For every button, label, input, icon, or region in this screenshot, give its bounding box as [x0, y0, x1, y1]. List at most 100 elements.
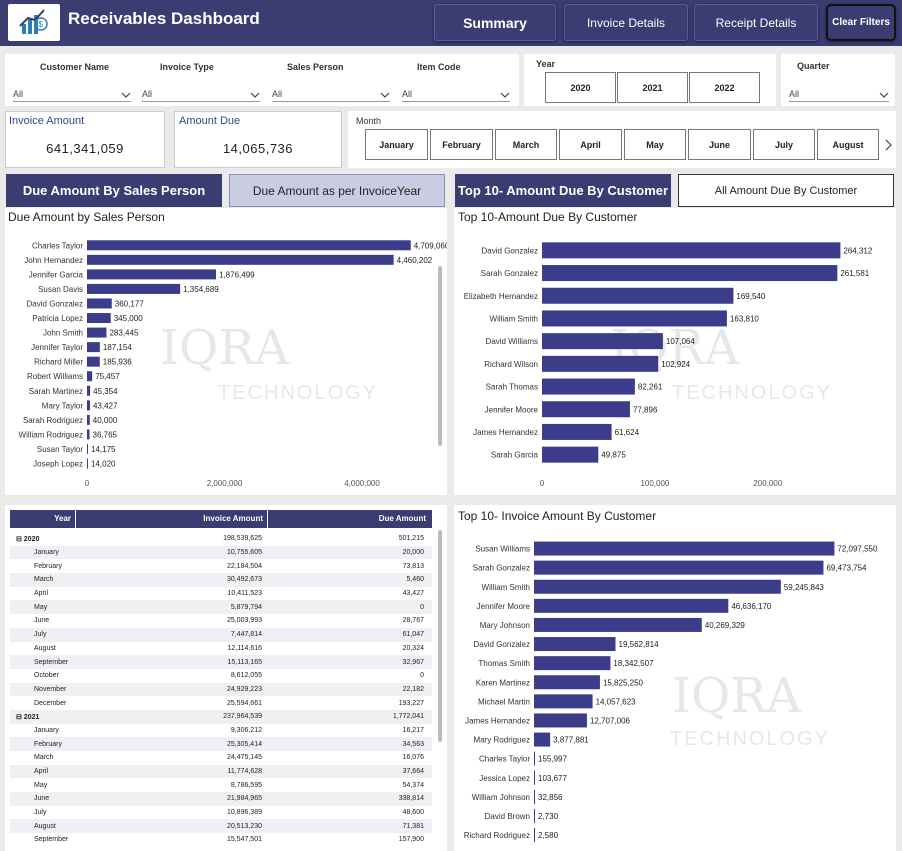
data-label: 12,707,006	[590, 716, 631, 725]
row-label: April	[34, 768, 49, 776]
month-may-button[interactable]: May	[624, 129, 686, 160]
quarter-slicer-panel	[781, 54, 895, 106]
table-row[interactable]: June 21,984,965 338,814	[10, 792, 432, 806]
category-label: Susan Davis	[38, 285, 83, 294]
bar	[534, 808, 535, 823]
month-june-button[interactable]: June	[688, 129, 751, 160]
category-label: James Hernandez	[473, 428, 538, 437]
col-year[interactable]: Year	[10, 510, 76, 528]
year-2022-button[interactable]: 2022	[689, 72, 760, 103]
table-row[interactable]: October 8,612,055 0	[10, 669, 432, 683]
category-label: William Rodriguez	[19, 430, 83, 439]
table-row[interactable]: December 25,594,661 193,227	[10, 696, 432, 710]
data-label: 261,581	[840, 269, 869, 278]
data-label: 72,097,550	[837, 545, 878, 554]
table-row[interactable]: August 20,513,230 71,381	[10, 819, 432, 834]
bar	[87, 371, 93, 382]
category-label: Sarah Gonzalez	[473, 564, 530, 573]
svg-text:$: $	[39, 20, 44, 29]
col-invoice-amount[interactable]: Invoice Amount	[76, 510, 268, 528]
category-label: Joseph Lopez	[33, 460, 83, 469]
bar	[534, 713, 587, 728]
table-row[interactable]: ⊟ 2021 237,964,539 1,772,041	[10, 709, 432, 724]
data-label: 14,020	[91, 460, 116, 469]
table-row[interactable]: February 22,184,504 73,813	[10, 559, 432, 573]
table-row[interactable]: September 15,547,501 157,900	[10, 833, 432, 847]
table-row[interactable]: April 10,411,523 43,427	[10, 587, 432, 601]
row-label: December	[34, 699, 67, 707]
table-row[interactable]: September 15,113,165 32,967	[10, 655, 432, 669]
data-label: 187,154	[103, 343, 132, 352]
row-invoice-amount: 8,786,595	[230, 781, 262, 789]
table-row[interactable]: January 9,306,212 16,217	[10, 724, 432, 738]
table-scrollbar[interactable]	[438, 530, 442, 742]
row-label: August	[34, 822, 56, 830]
tab-due-by-invoice-year[interactable]: Due Amount as per InvoiceYear	[229, 174, 445, 207]
row-label: April	[34, 590, 49, 598]
quarter-dropdown[interactable]: All	[789, 84, 889, 102]
month-february-button[interactable]: February	[430, 129, 493, 160]
month-april-button[interactable]: April	[559, 129, 622, 160]
category-label: Susan Williams	[475, 545, 530, 554]
item-code-label: Item Code	[417, 62, 461, 72]
row-due-amount: 0	[420, 672, 424, 680]
table-row[interactable]: July 7,447,814 61,047	[10, 627, 432, 642]
row-label: ⊟ 2020	[16, 535, 40, 543]
table-body: ⊟ 2020 198,539,625 501,215 January 10,755,60…	[10, 532, 432, 847]
year-2021-button[interactable]: 2021	[617, 72, 688, 103]
table-row[interactable]: March 30,492,673 5,460	[10, 573, 432, 587]
month-march-button[interactable]: March	[495, 129, 557, 160]
category-label: Elizabeth Hernandez	[464, 292, 538, 301]
table-row[interactable]: May 5,879,794 0	[10, 600, 432, 615]
tab-top10-due-by-customer[interactable]: Top 10- Amount Due By Customer	[455, 174, 671, 207]
table-row[interactable]: May 8,786,595 54,374	[10, 778, 432, 792]
item-code-dropdown[interactable]: All	[402, 84, 510, 102]
category-label: Richard Wilson	[484, 360, 538, 369]
row-invoice-amount: 15,547,501	[226, 836, 262, 844]
bar	[542, 310, 727, 327]
table-row[interactable]: June 25,003,993 28,767	[10, 614, 432, 628]
item-code-value: All	[402, 89, 413, 99]
month-january-button[interactable]: January	[365, 129, 428, 160]
data-label: 4,709,060	[414, 241, 447, 250]
sales-person-value: All	[272, 89, 283, 99]
data-label: 32,856	[538, 793, 563, 802]
month-july-button[interactable]: July	[753, 129, 815, 160]
table-row[interactable]: August 12,114,616 20,324	[10, 642, 432, 656]
table-row[interactable]: April 11,774,628 37,664	[10, 764, 432, 779]
customer-name-dropdown[interactable]: All	[13, 84, 131, 102]
table-row[interactable]: February 25,305,414 34,563	[10, 737, 432, 751]
table-row[interactable]: ⊟ 2020 198,539,625 501,215	[10, 532, 432, 546]
chart-scrollbar[interactable]	[438, 266, 442, 446]
category-label: Jennifer Garcia	[29, 270, 84, 279]
tab-all-due-by-customer[interactable]: All Amount Due By Customer	[678, 174, 894, 207]
table-row[interactable]: March 24,475,145 16,076	[10, 751, 432, 765]
row-label: February	[34, 740, 63, 748]
data-label: 14,175	[91, 445, 116, 454]
data-label: 69,473,754	[826, 564, 867, 573]
sales-person-dropdown[interactable]: All	[272, 84, 390, 102]
table-row[interactable]: January 10,755,605 20,000	[10, 545, 432, 560]
col-due-amount[interactable]: Due Amount	[378, 514, 426, 523]
row-invoice-amount: 8,612,055	[230, 672, 262, 680]
table-row[interactable]: November 24,929,223 22,182	[10, 682, 432, 697]
table-header: Year Invoice Amount Due Amount	[10, 510, 432, 528]
table-row[interactable]: July 10,896,389 48,600	[10, 806, 432, 820]
tab-invoice-details[interactable]: Invoice Details	[564, 4, 688, 41]
data-label: 75,457	[95, 372, 120, 381]
data-label: 1,876,499	[219, 270, 255, 279]
sales-person-chart-title: Due Amount by Sales Person	[8, 210, 165, 224]
data-label: 43,427	[93, 401, 118, 410]
chevron-right-icon[interactable]	[883, 138, 893, 152]
tab-receipt-details[interactable]: Receipt Details	[694, 4, 818, 41]
data-label: 1,354,689	[183, 285, 219, 294]
row-label: ⊟ 2021	[16, 713, 40, 721]
invoice-type-dropdown[interactable]: All	[142, 84, 260, 102]
month-august-button[interactable]: August	[817, 129, 879, 160]
category-label: Jennifer Moore	[485, 405, 539, 414]
tab-due-by-sales-person[interactable]: Due Amount By Sales Person	[6, 174, 222, 207]
row-label: August	[34, 644, 56, 652]
year-2020-button[interactable]: 2020	[545, 72, 616, 103]
clear-filters-button[interactable]: Clear Filters	[826, 4, 896, 41]
tab-summary[interactable]: Summary	[434, 4, 556, 41]
